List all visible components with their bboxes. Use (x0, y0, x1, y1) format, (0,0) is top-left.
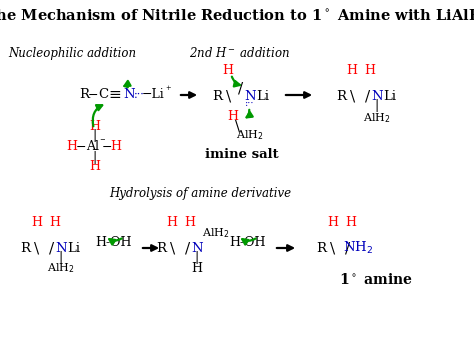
Text: 1$^\circ$ amine: 1$^\circ$ amine (339, 272, 413, 287)
Text: H: H (184, 216, 195, 228)
Text: H-OH: H-OH (96, 237, 132, 250)
Text: H: H (346, 216, 356, 228)
Text: Nucleophilic addition: Nucleophilic addition (8, 47, 136, 59)
Text: $^+$: $^+$ (164, 87, 172, 96)
Text: R: R (79, 88, 89, 102)
Text: :··: :·· (245, 100, 255, 108)
Text: \: \ (171, 241, 175, 255)
Text: |: | (93, 150, 97, 164)
Text: H: H (49, 216, 61, 228)
Text: R: R (156, 242, 166, 255)
Text: R: R (212, 91, 222, 103)
Text: −: − (88, 88, 98, 102)
Text: H: H (228, 111, 238, 124)
Text: −: − (102, 140, 112, 154)
Text: |: | (375, 100, 379, 112)
Text: |: | (195, 252, 199, 265)
Text: /: / (346, 241, 351, 255)
Text: Li: Li (256, 90, 270, 102)
Text: Li: Li (67, 242, 81, 255)
Text: H: H (346, 63, 357, 77)
Text: \: \ (236, 119, 241, 133)
Text: H: H (191, 261, 202, 275)
Text: H: H (110, 140, 121, 154)
Text: NH$_2$: NH$_2$ (343, 240, 373, 256)
Text: −: − (76, 140, 86, 154)
Text: \: \ (350, 90, 356, 104)
Text: :··: :·· (134, 90, 145, 100)
Text: /: / (49, 241, 55, 255)
Text: C: C (98, 88, 108, 102)
Text: R: R (20, 242, 30, 255)
Text: H: H (166, 216, 177, 228)
Text: R: R (336, 91, 346, 103)
Text: H: H (90, 160, 100, 174)
Text: −Li: −Li (142, 88, 164, 102)
Text: N: N (123, 88, 135, 102)
Text: R: R (316, 242, 326, 255)
Text: \: \ (227, 90, 232, 104)
Text: H: H (90, 120, 100, 132)
Text: Hydrolysis of amine derivative: Hydrolysis of amine derivative (109, 187, 291, 199)
Text: imine salt: imine salt (205, 149, 279, 161)
Text: ≡: ≡ (109, 88, 121, 102)
Text: 2nd H$^-$ addition: 2nd H$^-$ addition (190, 46, 291, 60)
Text: H-OH: H-OH (230, 237, 266, 250)
Text: /: / (185, 241, 191, 255)
Text: N: N (191, 242, 203, 255)
Text: \: \ (35, 241, 39, 255)
Text: Li: Li (383, 90, 396, 102)
Text: AlH$_2$: AlH$_2$ (236, 128, 264, 142)
Text: AlH$_2$: AlH$_2$ (363, 111, 391, 125)
Text: H: H (328, 216, 338, 228)
Text: |: | (93, 129, 97, 141)
Text: AlH$_2$: AlH$_2$ (47, 261, 75, 275)
Text: N: N (55, 242, 67, 255)
Text: \: \ (330, 241, 336, 255)
Text: /: / (365, 90, 371, 104)
Text: N: N (244, 90, 256, 102)
Text: H: H (66, 140, 78, 154)
Text: H: H (365, 63, 375, 77)
Text: $^-$: $^-$ (98, 139, 106, 147)
Text: /: / (238, 82, 244, 96)
Text: |: | (59, 252, 63, 265)
Text: H: H (31, 216, 43, 228)
Text: The Mechanism of Nitrile Reduction to 1$^\circ$ Amine with LiAlH$_4$: The Mechanism of Nitrile Reduction to 1$… (0, 7, 474, 25)
Text: H: H (222, 63, 234, 77)
Text: AlH$_2$: AlH$_2$ (202, 226, 230, 240)
Text: N: N (371, 90, 383, 102)
Text: Al: Al (86, 140, 100, 154)
